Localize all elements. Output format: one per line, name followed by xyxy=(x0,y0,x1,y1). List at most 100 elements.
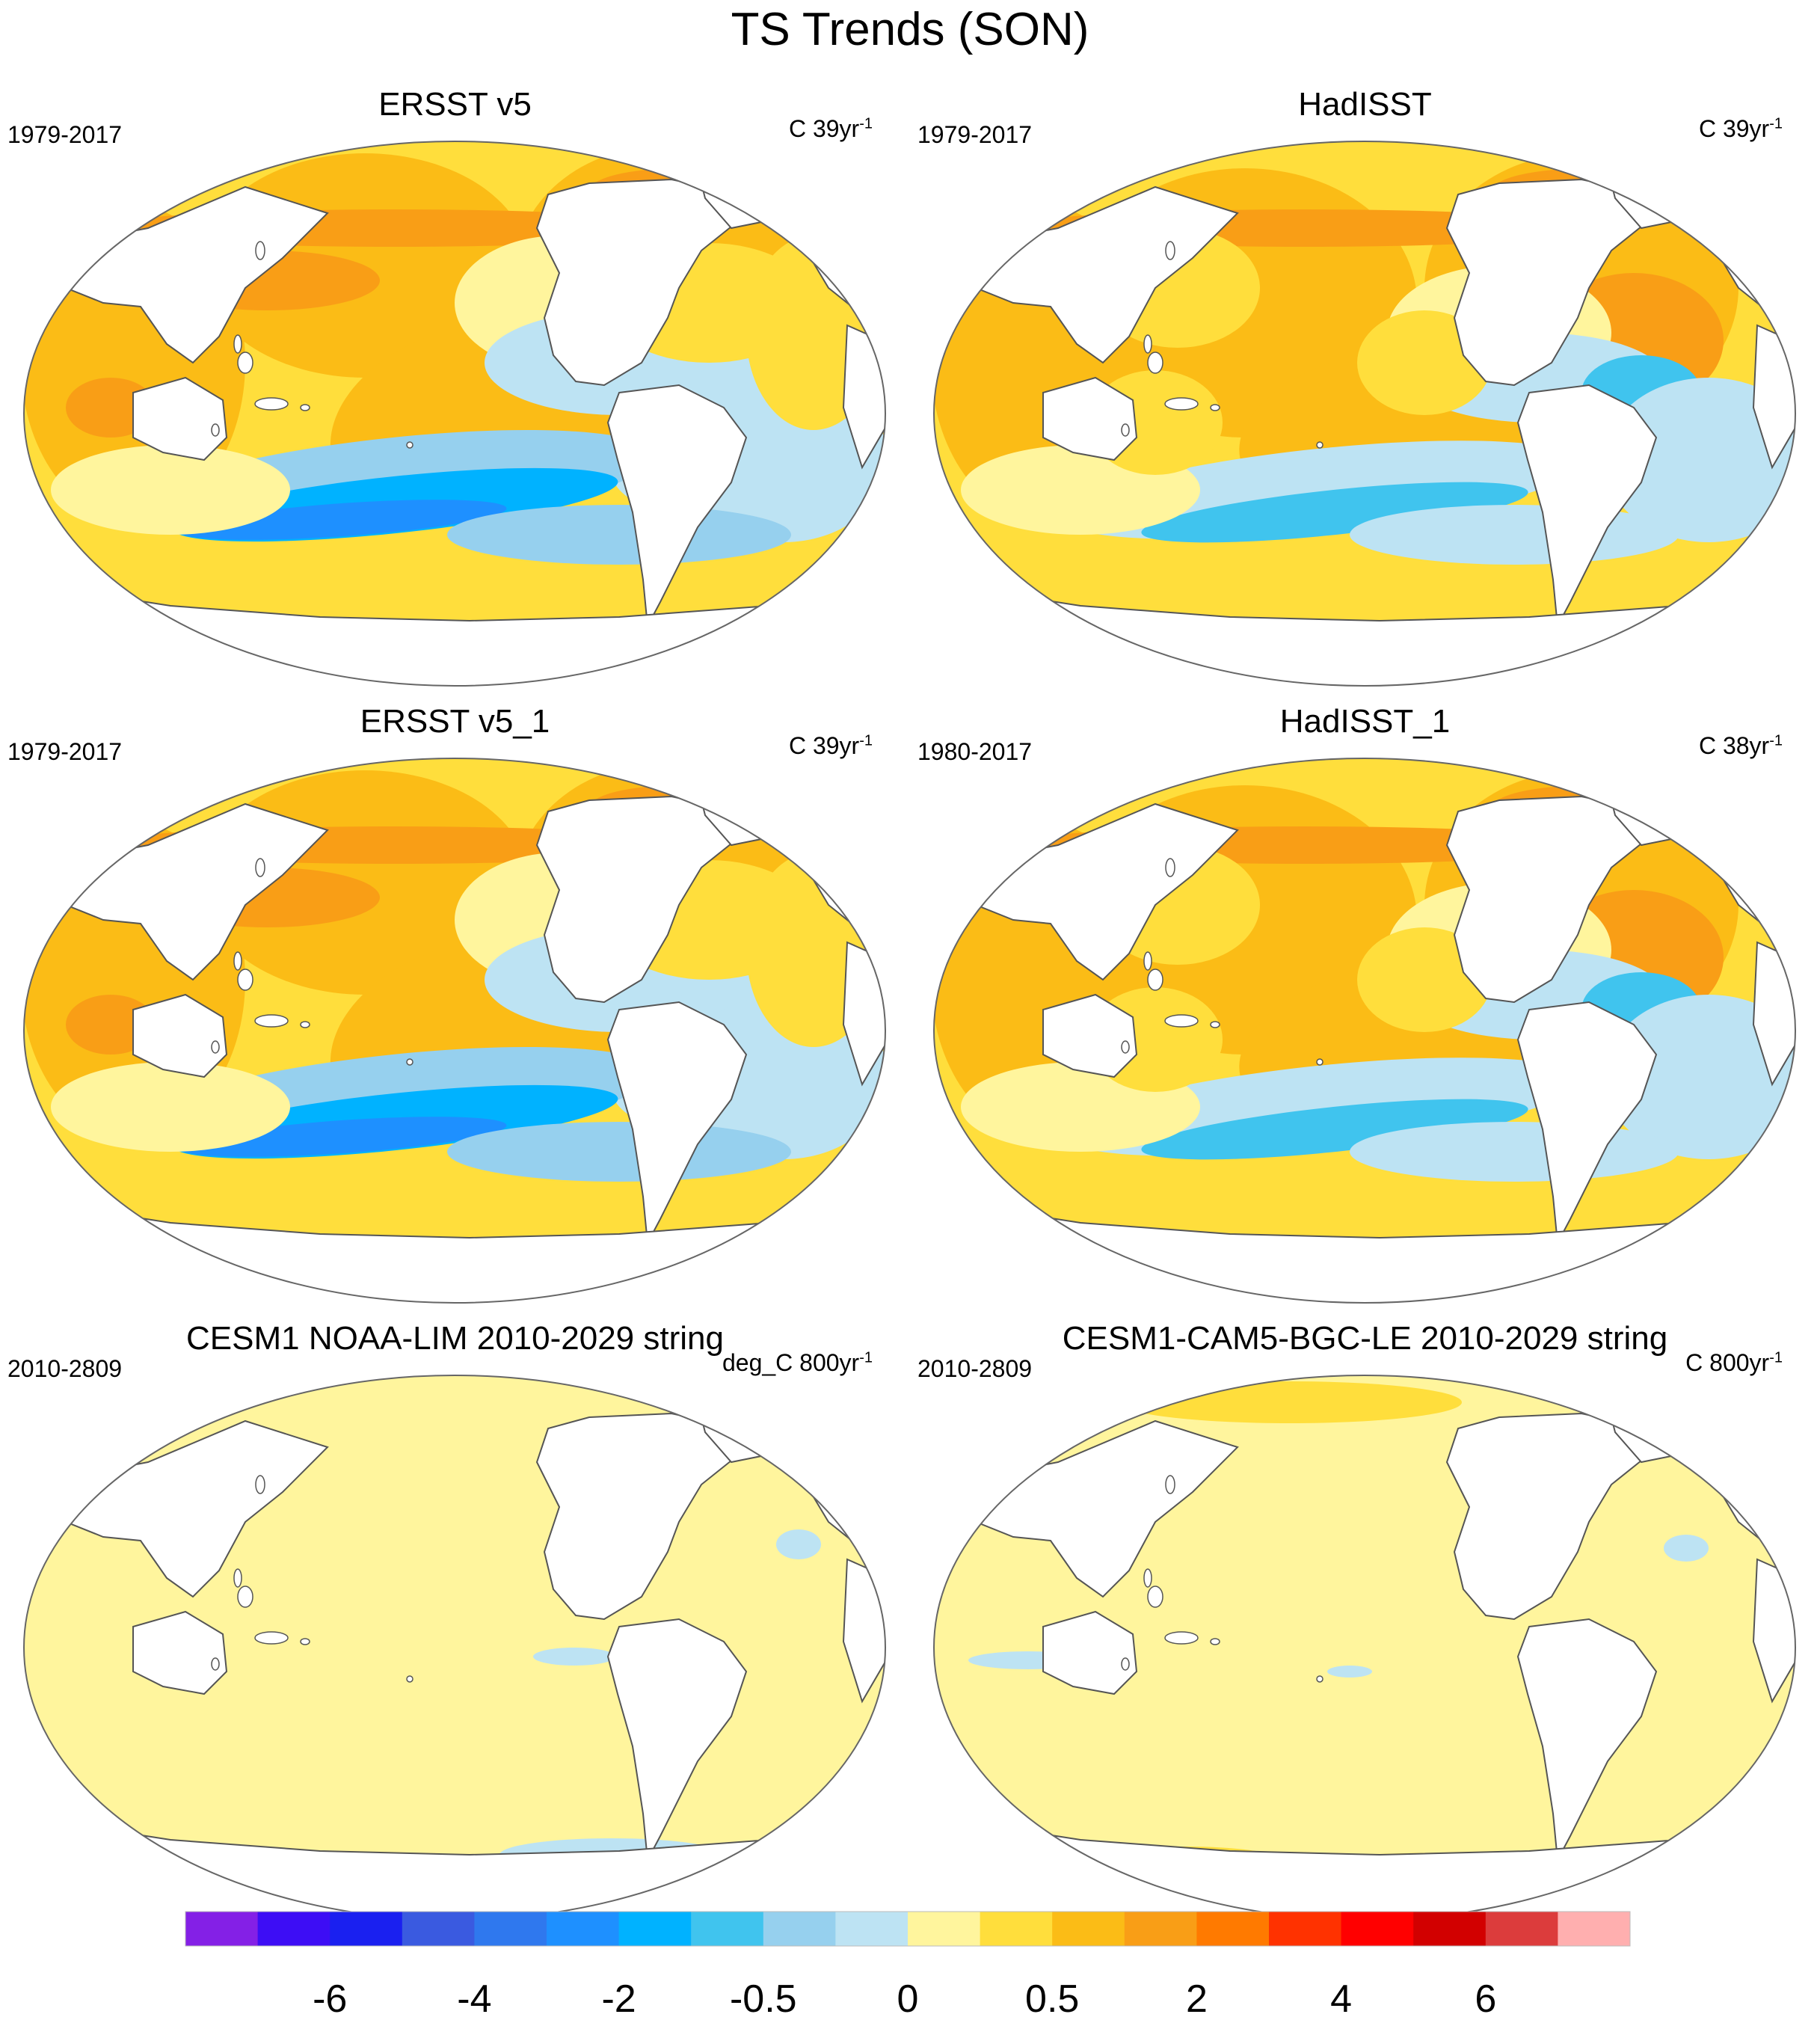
island-land xyxy=(1147,1586,1163,1608)
eurasia-left-land xyxy=(40,185,329,364)
island-land xyxy=(1316,441,1324,449)
trend-field-patch xyxy=(1118,1381,1462,1423)
colorbar-bin xyxy=(1052,1912,1125,1946)
colorbar-bin xyxy=(1413,1912,1487,1946)
south-america-land xyxy=(1516,384,1658,629)
panel-title: CESM1 NOAA-LIM 2010-2029 string xyxy=(186,1320,724,1357)
panel-ersst-v5-1: ERSST v5_1 1979-2017 C 39yr-1 xyxy=(0,699,910,1320)
trend-field-patch xyxy=(1141,1099,1528,1160)
island-land xyxy=(1165,1475,1175,1494)
panel-units: C 800yr-1 xyxy=(1685,1349,1783,1376)
panel-title: ERSST v5 xyxy=(378,86,532,123)
eurasia-left-land xyxy=(40,802,329,981)
island-land xyxy=(1121,1657,1130,1671)
colorbar-frame xyxy=(185,1911,1631,1947)
trend-field-patch xyxy=(447,1122,791,1182)
map-content xyxy=(934,758,1795,1303)
colorbar-bin xyxy=(1124,1912,1197,1946)
eurasia-left-land xyxy=(40,1419,329,1598)
panel-period: 1979-2017 xyxy=(917,121,1033,148)
island-land xyxy=(1316,1058,1324,1066)
map-border xyxy=(933,758,1796,1304)
island-land xyxy=(406,441,414,449)
island-land xyxy=(1164,397,1199,411)
eurasia-left-land xyxy=(950,1419,1239,1598)
island-land xyxy=(233,1568,242,1588)
island-land xyxy=(1210,1021,1220,1028)
island-land xyxy=(1143,334,1152,354)
island-land xyxy=(1147,969,1163,991)
south-america-land xyxy=(1516,1001,1658,1246)
colorbar-bin xyxy=(1341,1912,1414,1946)
colorbar-tick-label: 2 xyxy=(1186,1977,1208,2021)
colorbar-bin xyxy=(185,1912,259,1946)
trend-field-patch xyxy=(1350,505,1679,565)
trend-field-patch xyxy=(1664,1535,1709,1562)
panel-period: 2010-2809 xyxy=(7,1355,123,1382)
trend-field-patch xyxy=(178,1117,507,1157)
colorbar-bin xyxy=(1485,1912,1558,1946)
panel-title: CESM1-CAM5-BGC-LE 2010-2029 string xyxy=(1062,1320,1668,1357)
colorbar-bin xyxy=(1269,1912,1342,1946)
panel-title: ERSST v5_1 xyxy=(360,703,550,740)
trend-field-patch xyxy=(447,505,791,565)
australia-land xyxy=(1042,993,1138,1078)
colorbar-tick-label: -6 xyxy=(313,1977,347,2021)
trend-field-patch xyxy=(51,1062,290,1152)
colorbar-bin xyxy=(402,1912,475,1946)
island-land xyxy=(300,404,310,411)
south-america-land xyxy=(606,1618,748,1863)
map-content xyxy=(24,141,885,686)
world-map xyxy=(23,1375,886,1921)
island-land xyxy=(1316,1675,1324,1683)
island-land xyxy=(1121,423,1130,437)
panel-period: 1979-2017 xyxy=(7,738,123,765)
panel-units: C 39yr-1 xyxy=(788,732,873,759)
colorbar-bin xyxy=(1196,1912,1270,1946)
island-land xyxy=(1121,1040,1130,1054)
australia-land xyxy=(1042,1610,1138,1695)
panel-cesm1-cam5-bgc-le: CESM1-CAM5-BGC-LE 2010-2029 string 2010-… xyxy=(910,1316,1820,1937)
colorbar: -6 -4 -2 -0.5 0 0.5 2 4 6 xyxy=(185,1911,1631,2021)
colorbar-bin xyxy=(908,1912,981,1946)
eurasia-left-land xyxy=(950,185,1239,364)
island-land xyxy=(255,858,265,877)
colorbar-bin xyxy=(474,1912,547,1946)
island-land xyxy=(255,241,265,260)
south-america-land xyxy=(1516,1618,1658,1863)
island-land xyxy=(1210,1638,1220,1645)
island-land xyxy=(1147,352,1163,374)
island-land xyxy=(254,397,289,411)
panel-units: deg_C 800yr-1 xyxy=(722,1349,873,1376)
australia-land xyxy=(1042,376,1138,461)
colorbar-bin xyxy=(547,1912,620,1946)
island-land xyxy=(300,1638,310,1645)
trend-field-patch xyxy=(533,1648,615,1666)
colorbar-tick-label: 0.5 xyxy=(1025,1977,1079,2021)
colorbar-bin xyxy=(257,1912,331,1946)
world-map xyxy=(933,1375,1796,1921)
trend-field-patch xyxy=(776,1529,821,1559)
map-border xyxy=(933,141,1796,687)
colorbar-tick-label: 4 xyxy=(1330,1977,1352,2021)
panel-hadisst: HadISST 1979-2017 C 39yr-1 xyxy=(910,82,1820,703)
map-border xyxy=(23,758,886,1304)
island-land xyxy=(1164,1631,1199,1645)
map-content xyxy=(24,758,885,1303)
main-title: TS Trends (SON) xyxy=(731,4,1089,55)
south-america-land xyxy=(606,384,748,629)
colorbar-tick-label: 6 xyxy=(1475,1977,1496,2021)
south-america-land xyxy=(606,1001,748,1246)
australia-land xyxy=(132,376,228,461)
colorbar-tick-label: -4 xyxy=(457,1977,491,2021)
world-map xyxy=(933,141,1796,687)
island-land xyxy=(300,1021,310,1028)
panel-period: 1979-2017 xyxy=(7,121,123,148)
island-land xyxy=(1210,404,1220,411)
colorbar-bin xyxy=(330,1912,403,1946)
island-land xyxy=(1164,1014,1199,1028)
colorbar-bin xyxy=(835,1912,909,1946)
island-land xyxy=(211,423,220,437)
island-land xyxy=(237,1586,253,1608)
island-land xyxy=(1165,858,1175,877)
